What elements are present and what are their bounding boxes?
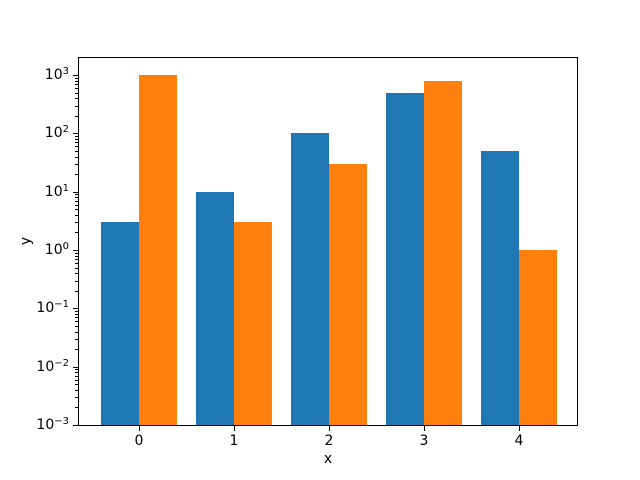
y-tick-exponent: 0 xyxy=(62,241,69,253)
y-major-tick xyxy=(73,250,78,251)
y-major-tick xyxy=(73,367,78,368)
y-minor-tick xyxy=(75,259,78,260)
y-tick-label: 103 xyxy=(0,66,69,84)
y-minor-tick xyxy=(75,339,78,340)
y-minor-tick xyxy=(75,376,78,377)
y-major-tick xyxy=(73,192,78,193)
bar-blue-series-x4 xyxy=(481,151,519,425)
y-minor-tick xyxy=(75,174,78,175)
y-minor-tick xyxy=(75,281,78,282)
plot-area xyxy=(79,58,577,425)
y-tick-base: 10 xyxy=(44,125,63,141)
bar-blue-series-x1 xyxy=(196,192,234,425)
y-minor-tick xyxy=(75,291,78,292)
y-minor-tick xyxy=(75,372,78,373)
y-tick-exponent: −1 xyxy=(54,299,69,311)
y-minor-tick xyxy=(75,384,78,385)
x-tick-label: 3 xyxy=(419,433,429,449)
y-tick-base: 10 xyxy=(36,300,55,316)
y-tick-base: 10 xyxy=(36,359,55,375)
x-major-tick xyxy=(424,426,425,431)
y-minor-tick xyxy=(75,139,78,140)
y-minor-tick xyxy=(75,106,78,107)
y-minor-tick xyxy=(75,268,78,269)
y-minor-tick xyxy=(75,263,78,264)
y-minor-tick xyxy=(75,205,78,206)
y-tick-label: 10−1 xyxy=(0,299,69,317)
y-minor-tick xyxy=(75,407,78,408)
y-minor-tick xyxy=(75,390,78,391)
y-minor-tick xyxy=(75,93,78,94)
bar-orange-series-x1 xyxy=(234,222,272,425)
y-tick-exponent: 1 xyxy=(62,183,69,195)
y-major-tick xyxy=(73,75,78,76)
y-minor-tick xyxy=(75,369,78,370)
x-axis-label: x xyxy=(323,451,333,467)
y-minor-tick xyxy=(75,142,78,143)
y-minor-tick xyxy=(75,209,78,210)
y-tick-base: 10 xyxy=(44,184,63,200)
y-tick-base: 10 xyxy=(44,67,63,83)
y-minor-tick xyxy=(75,332,78,333)
x-major-tick xyxy=(519,426,520,431)
bar-orange-series-x0 xyxy=(139,75,177,425)
y-minor-tick xyxy=(75,146,78,147)
y-minor-tick xyxy=(75,317,78,318)
y-minor-tick xyxy=(75,215,78,216)
y-minor-tick xyxy=(75,256,78,257)
bar-blue-series-x0 xyxy=(101,222,139,425)
y-tick-base: 10 xyxy=(44,242,63,258)
y-minor-tick xyxy=(75,273,78,274)
y-minor-tick xyxy=(75,116,78,117)
y-tick-label: 101 xyxy=(0,183,69,201)
y-minor-tick xyxy=(75,397,78,398)
y-tick-label: 10−3 xyxy=(0,416,69,434)
y-tick-exponent: 3 xyxy=(62,66,69,78)
x-major-tick xyxy=(329,426,330,431)
x-tick-label: 2 xyxy=(324,433,334,449)
y-minor-tick xyxy=(75,81,78,82)
y-tick-label: 10−2 xyxy=(0,358,69,376)
x-tick-label: 0 xyxy=(134,433,144,449)
y-minor-tick xyxy=(75,321,78,322)
y-minor-tick xyxy=(75,136,78,137)
y-minor-tick xyxy=(75,201,78,202)
bar-blue-series-x2 xyxy=(291,133,329,425)
x-major-tick xyxy=(234,426,235,431)
y-minor-tick xyxy=(75,253,78,254)
y-tick-exponent: 2 xyxy=(62,124,69,136)
y-minor-tick xyxy=(75,84,78,85)
y-minor-tick xyxy=(75,314,78,315)
bar-orange-series-x2 xyxy=(329,164,367,425)
y-minor-tick xyxy=(75,157,78,158)
x-tick-label: 1 xyxy=(229,433,239,449)
y-minor-tick xyxy=(75,380,78,381)
y-tick-exponent: −2 xyxy=(54,358,69,370)
y-minor-tick xyxy=(75,326,78,327)
y-minor-tick xyxy=(75,78,78,79)
x-tick-label: 4 xyxy=(514,433,524,449)
y-tick-label: 100 xyxy=(0,241,69,259)
y-minor-tick xyxy=(75,98,78,99)
y-tick-exponent: −3 xyxy=(54,416,69,428)
y-major-tick xyxy=(73,133,78,134)
y-minor-tick xyxy=(75,151,78,152)
y-minor-tick xyxy=(75,197,78,198)
y-minor-tick xyxy=(75,164,78,165)
bar-orange-series-x4 xyxy=(519,250,557,425)
y-minor-tick xyxy=(75,88,78,89)
y-minor-tick xyxy=(75,232,78,233)
y-minor-tick xyxy=(75,311,78,312)
y-minor-tick xyxy=(75,349,78,350)
y-major-tick xyxy=(73,308,78,309)
y-tick-label: 102 xyxy=(0,124,69,142)
bar-orange-series-x3 xyxy=(424,81,462,425)
y-minor-tick xyxy=(75,222,78,223)
x-major-tick xyxy=(139,426,140,431)
bar-blue-series-x3 xyxy=(386,93,424,425)
y-tick-base: 10 xyxy=(36,417,55,433)
y-minor-tick xyxy=(75,194,78,195)
y-major-tick xyxy=(73,425,78,426)
